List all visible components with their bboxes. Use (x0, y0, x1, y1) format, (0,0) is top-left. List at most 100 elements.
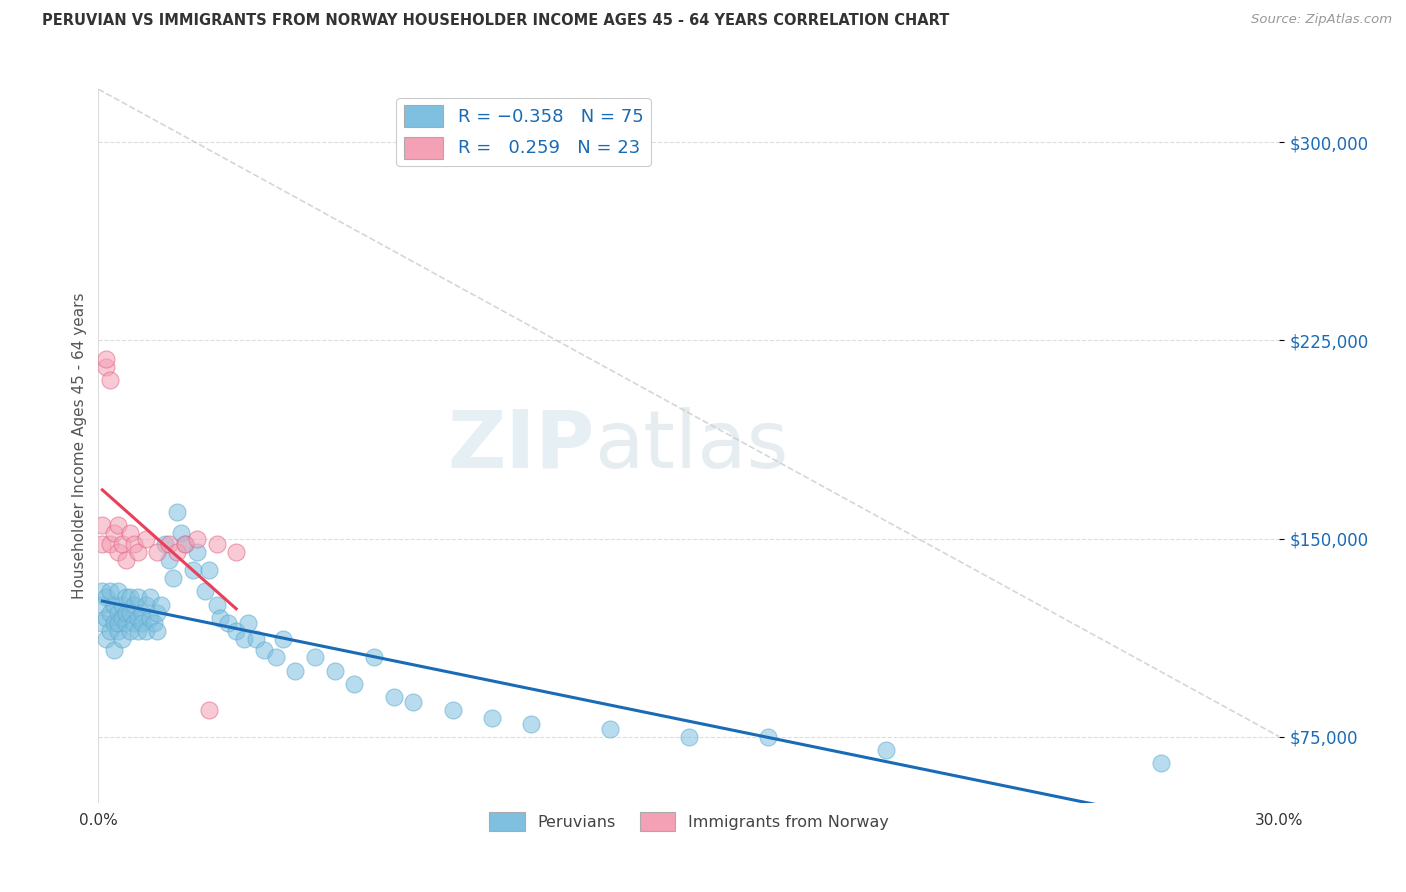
Point (127, 611, 149, 625)
Point (138, 590, 160, 604)
Point (205, 537, 228, 551)
Point (91, 584, 114, 599)
Point (107, 624, 129, 638)
Point (225, 624, 247, 638)
Point (253, 642, 276, 657)
Point (127, 545, 149, 559)
Point (1150, 756, 1173, 771)
Point (343, 677, 366, 691)
Point (98, 373, 121, 387)
Point (91, 537, 114, 551)
Point (236, 616, 259, 631)
Point (441, 703, 464, 717)
Point (150, 598, 173, 612)
Point (284, 664, 307, 678)
Point (304, 650, 326, 665)
Point (135, 532, 157, 546)
Text: Source: ZipAtlas.com: Source: ZipAtlas.com (1251, 13, 1392, 27)
Point (98, 584, 121, 599)
Point (103, 598, 125, 612)
Point (127, 590, 149, 604)
Point (122, 616, 145, 631)
Point (111, 632, 134, 646)
Text: ZIP: ZIP (447, 407, 595, 485)
Point (103, 616, 125, 631)
Point (96, 632, 118, 646)
Point (115, 552, 138, 566)
Point (142, 616, 165, 631)
Point (245, 632, 267, 646)
Point (96, 590, 118, 604)
Point (323, 664, 346, 678)
Point (599, 722, 621, 736)
Point (146, 545, 169, 559)
Point (264, 650, 287, 665)
Point (170, 526, 193, 541)
Point (118, 606, 141, 620)
Point (520, 716, 543, 731)
Point (91, 616, 114, 631)
Point (107, 545, 129, 559)
Point (157, 552, 180, 566)
Point (174, 537, 197, 551)
Point (875, 743, 897, 757)
Point (146, 606, 169, 620)
Point (115, 616, 138, 631)
Point (103, 642, 125, 657)
Point (115, 606, 138, 620)
Point (122, 537, 145, 551)
Point (107, 584, 129, 599)
Point (138, 611, 160, 625)
Point (118, 590, 141, 604)
Point (382, 690, 405, 704)
Point (186, 545, 208, 559)
Point (481, 711, 503, 725)
Point (98, 606, 121, 620)
Point (402, 695, 425, 709)
Point (98, 624, 121, 638)
Point (118, 624, 141, 638)
Point (146, 624, 169, 638)
Point (209, 611, 232, 625)
Point (678, 730, 700, 744)
Point (166, 545, 188, 559)
Point (111, 598, 134, 612)
Text: atlas: atlas (595, 407, 789, 485)
Point (186, 532, 208, 546)
Point (127, 624, 149, 638)
Point (155, 537, 177, 551)
Point (96, 611, 118, 625)
Point (131, 616, 153, 631)
Point (225, 545, 247, 559)
Text: PERUVIAN VS IMMIGRANTS FROM NORWAY HOUSEHOLDER INCOME AGES 45 - 64 YEARS CORRELA: PERUVIAN VS IMMIGRANTS FROM NORWAY HOUSE… (42, 13, 949, 29)
Point (91, 598, 114, 612)
Point (233, 632, 256, 646)
Point (166, 505, 188, 519)
Point (756, 730, 779, 744)
Point (181, 563, 204, 577)
Point (131, 606, 153, 620)
Point (115, 590, 138, 604)
Point (194, 584, 217, 599)
Point (118, 526, 141, 541)
Y-axis label: Householder Income Ages 45 - 64 years: Householder Income Ages 45 - 64 years (72, 293, 87, 599)
Point (111, 611, 134, 625)
Legend: Peruvians, Immigrants from Norway: Peruvians, Immigrants from Norway (484, 805, 894, 838)
Point (197, 703, 219, 717)
Point (197, 563, 219, 577)
Point (217, 616, 239, 631)
Point (157, 537, 180, 551)
Point (91, 518, 114, 533)
Point (107, 518, 129, 533)
Point (122, 598, 145, 612)
Point (174, 537, 197, 551)
Point (107, 606, 129, 620)
Point (363, 650, 385, 665)
Point (96, 351, 118, 366)
Point (98, 537, 121, 551)
Point (111, 537, 134, 551)
Point (107, 616, 129, 631)
Point (162, 571, 184, 585)
Point (96, 359, 118, 374)
Point (205, 598, 228, 612)
